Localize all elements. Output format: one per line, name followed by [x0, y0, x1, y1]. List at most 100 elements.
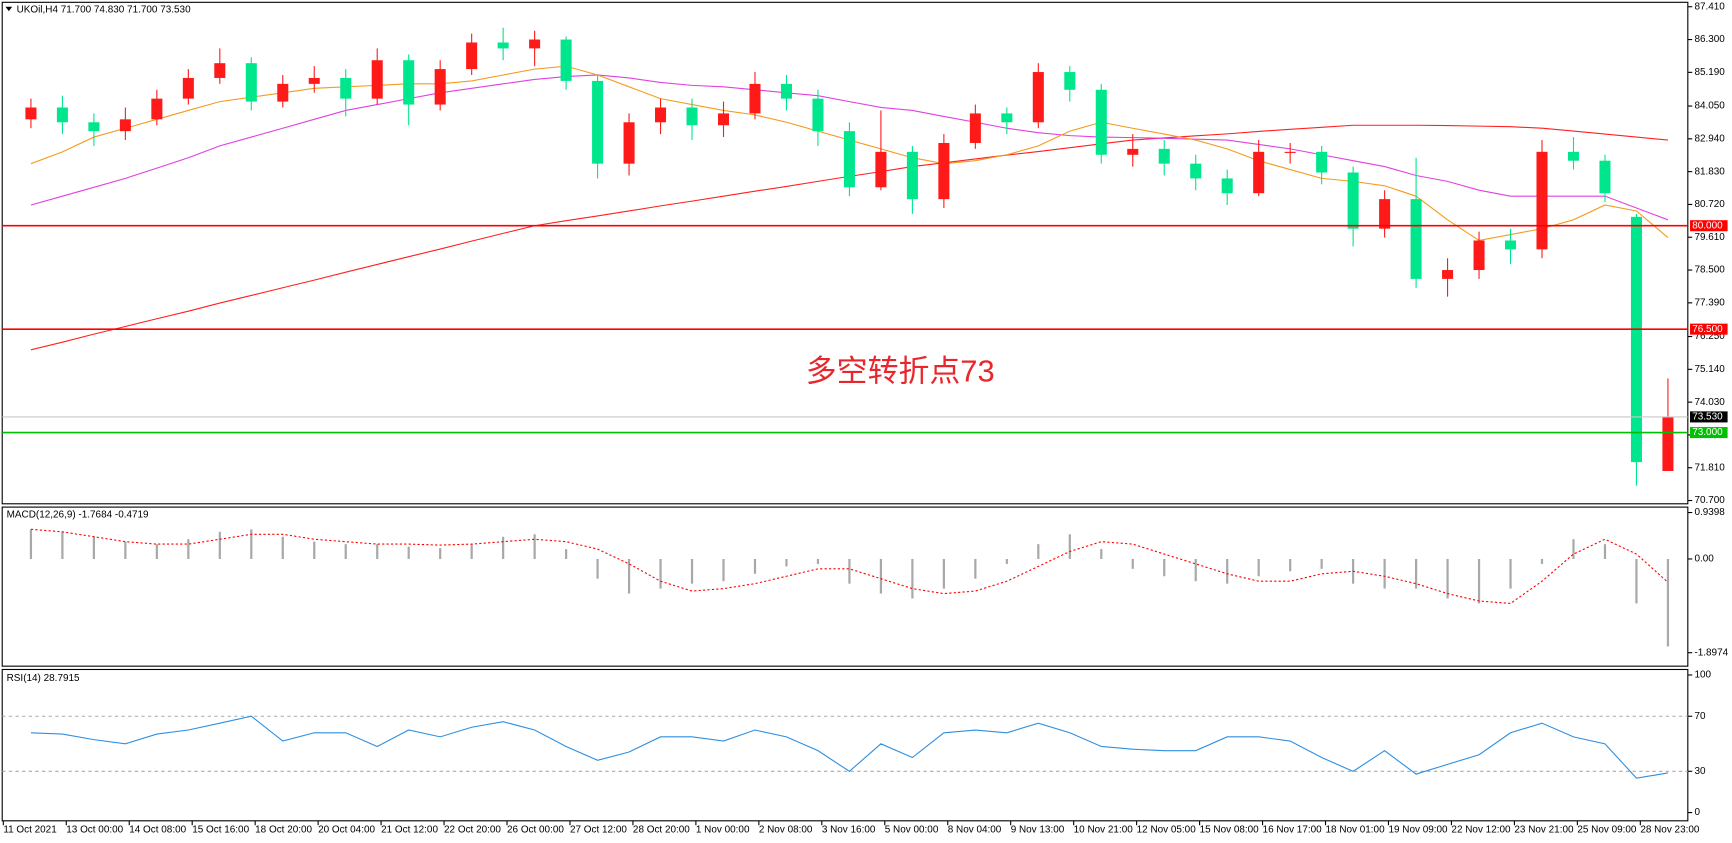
y-tick-label: 77.390	[1694, 297, 1725, 308]
candle-body	[1284, 151, 1296, 153]
x-tick-label: 27 Oct 12:00	[570, 824, 627, 835]
y-tick-label: 82.940	[1694, 133, 1725, 144]
candle-body	[560, 39, 572, 81]
chart-title: UKOil,H4 71.700 74.830 71.700 73.530	[17, 5, 192, 16]
y-tick-label: 76.250	[1694, 331, 1725, 342]
x-tick-label: 16 Nov 17:00	[1263, 824, 1323, 835]
moving-average	[30, 74, 1669, 221]
candle-body	[1347, 172, 1359, 229]
candle-body	[371, 60, 383, 99]
candle-body	[686, 107, 698, 126]
candle-body	[182, 77, 194, 99]
y-tick-label: 70	[1694, 711, 1706, 722]
candle-body	[434, 69, 446, 105]
x-tick-label: 8 Nov 04:00	[948, 824, 1002, 835]
y-tick-label: 85.190	[1694, 67, 1725, 78]
x-tick-label: 18 Nov 01:00	[1326, 824, 1386, 835]
candle-body	[1379, 199, 1391, 229]
y-tick-label: 70.700	[1694, 495, 1725, 506]
y-tick-label: 81.830	[1694, 166, 1725, 177]
x-tick-label: 18 Oct 20:00	[255, 824, 312, 835]
y-tick-label: 100	[1694, 670, 1711, 681]
y-tick-label: -1.8974	[1694, 647, 1728, 658]
candle-body	[1221, 178, 1233, 194]
level-label: 73.000	[1692, 427, 1723, 438]
candle-body	[1567, 151, 1580, 161]
level-label-box	[1690, 323, 1728, 335]
candle-body	[340, 77, 352, 99]
candle-body	[1127, 148, 1139, 155]
rsi-panel	[1, 668, 1689, 822]
macd-panel	[1, 506, 1689, 667]
candle-body	[938, 142, 950, 200]
candle-body	[843, 131, 855, 188]
level-label-box	[1690, 427, 1728, 439]
x-tick-label: 11 Oct 2021	[3, 824, 57, 835]
y-tick-label: 78.500	[1694, 265, 1725, 276]
x-tick-label: 15 Oct 16:00	[192, 824, 249, 835]
y-tick-label: 79.610	[1694, 232, 1725, 243]
candle-body	[1630, 216, 1642, 463]
candle-body	[1505, 240, 1517, 250]
rsi-title: RSI(14) 28.7915	[7, 673, 80, 684]
candle-body	[245, 63, 257, 102]
candle-body	[1253, 151, 1265, 194]
x-tick-label: 25 Nov 09:00	[1577, 824, 1637, 835]
candle-body	[1473, 240, 1485, 271]
candle-body	[780, 83, 792, 99]
x-tick-label: 28 Nov 23:00	[1640, 824, 1700, 835]
candle-body	[812, 98, 824, 132]
candle-body	[56, 107, 68, 123]
x-tick-label: 1 Nov 00:00	[696, 824, 750, 835]
menu-triangle[interactable]	[5, 6, 13, 12]
candle-body	[403, 60, 415, 105]
candle-body	[623, 122, 635, 164]
candle-body	[906, 151, 918, 200]
level-label: 73.530	[1692, 412, 1723, 423]
level-label: 80.000	[1692, 220, 1723, 231]
candle-body	[875, 151, 887, 188]
y-tick-label: 0.9398	[1694, 507, 1725, 518]
y-tick-label: 84.050	[1694, 101, 1725, 112]
candle-body	[1064, 72, 1076, 90]
rsi-line	[30, 715, 1669, 779]
y-tick-label: 0	[1694, 807, 1700, 818]
candle-body	[277, 83, 289, 102]
candle-body	[717, 113, 730, 126]
candle-body	[1536, 151, 1548, 250]
level-label-box	[1690, 220, 1728, 232]
x-tick-label: 14 Oct 08:00	[129, 824, 186, 835]
y-tick-label: 80.720	[1694, 199, 1725, 210]
candle-body	[1095, 89, 1107, 155]
x-tick-label: 12 Nov 05:00	[1137, 824, 1197, 835]
x-tick-label: 22 Oct 20:00	[444, 824, 501, 835]
y-tick-label: 75.140	[1694, 364, 1725, 375]
x-tick-label: 2 Nov 08:00	[759, 824, 813, 835]
x-tick-label: 19 Nov 09:00	[1388, 824, 1448, 835]
x-tick-label: 5 Nov 00:00	[885, 824, 939, 835]
candle-body	[1662, 416, 1674, 471]
candle-body	[1001, 113, 1013, 123]
x-tick-label: 13 Oct 00:00	[66, 824, 123, 835]
candle-body	[88, 122, 100, 132]
annotation: 多空转折点73	[806, 354, 995, 389]
x-tick-label: 10 Nov 21:00	[1074, 824, 1134, 835]
candle-body	[214, 63, 226, 78]
y-tick-label: 74.030	[1694, 397, 1725, 408]
candle-body	[1158, 148, 1170, 164]
x-tick-label: 28 Oct 20:00	[633, 824, 690, 835]
x-tick-label: 3 Nov 16:00	[822, 824, 876, 835]
level-label: 76.500	[1692, 324, 1723, 335]
candle-body	[308, 77, 320, 84]
candle-body	[1316, 151, 1328, 173]
candle-body	[497, 42, 509, 49]
x-tick-label: 22 Nov 12:00	[1451, 824, 1511, 835]
x-tick-label: 26 Oct 00:00	[507, 824, 564, 835]
candle-body	[655, 107, 667, 123]
candle-body	[25, 107, 37, 120]
candle-body	[151, 98, 163, 120]
x-tick-label: 23 Nov 21:00	[1514, 824, 1574, 835]
